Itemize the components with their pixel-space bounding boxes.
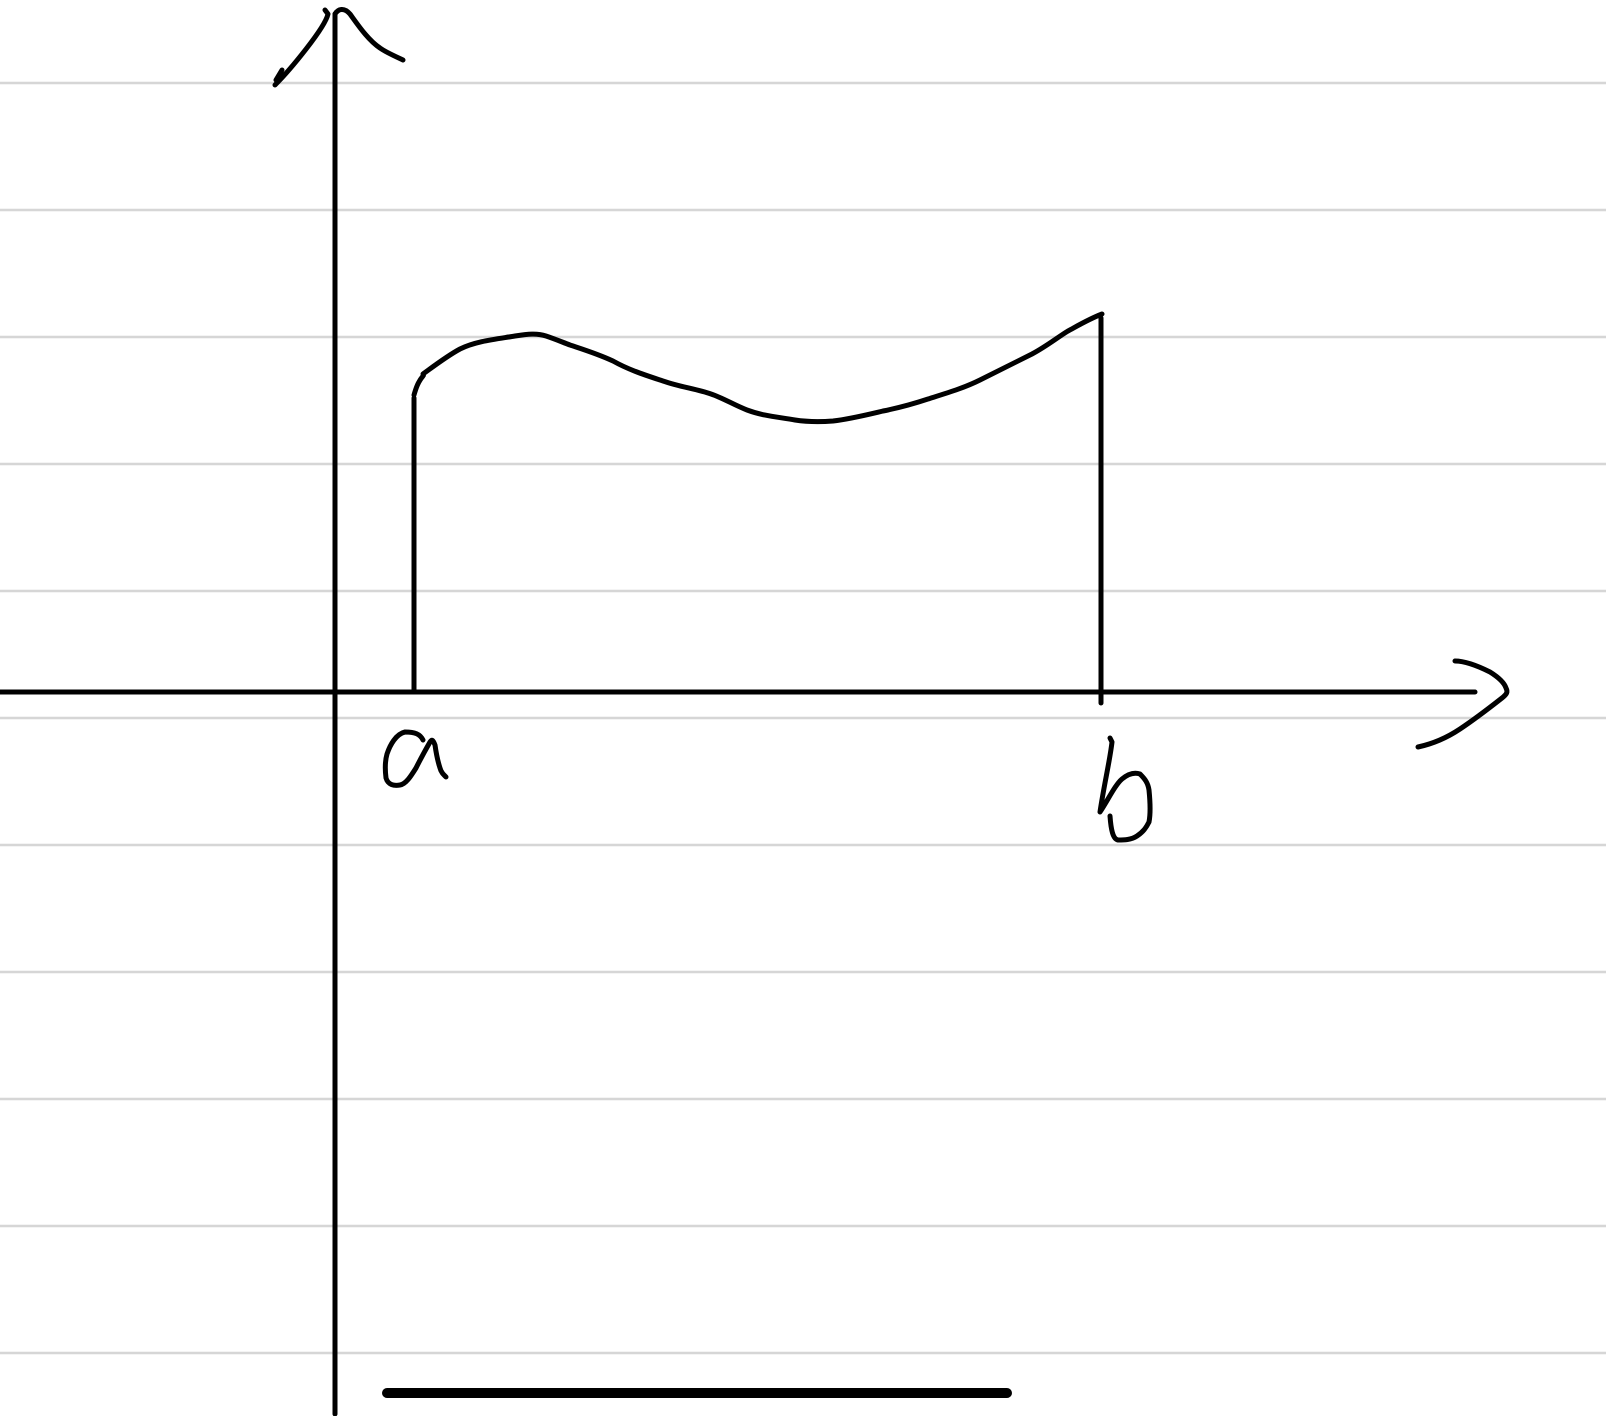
- y-axis: [272, 7, 406, 1416]
- handwritten-b-glyph: [1097, 735, 1153, 843]
- bound-label-a: [382, 729, 449, 788]
- handwritten-a-glyph: [382, 729, 449, 788]
- x-axis: [0, 658, 1510, 750]
- bound-label-b: [1097, 735, 1153, 843]
- ruled-lines: [0, 81, 1606, 1355]
- function-curve: [411, 311, 1105, 425]
- arrow-up-icon: [272, 7, 406, 88]
- arrow-right-icon: [1415, 658, 1510, 750]
